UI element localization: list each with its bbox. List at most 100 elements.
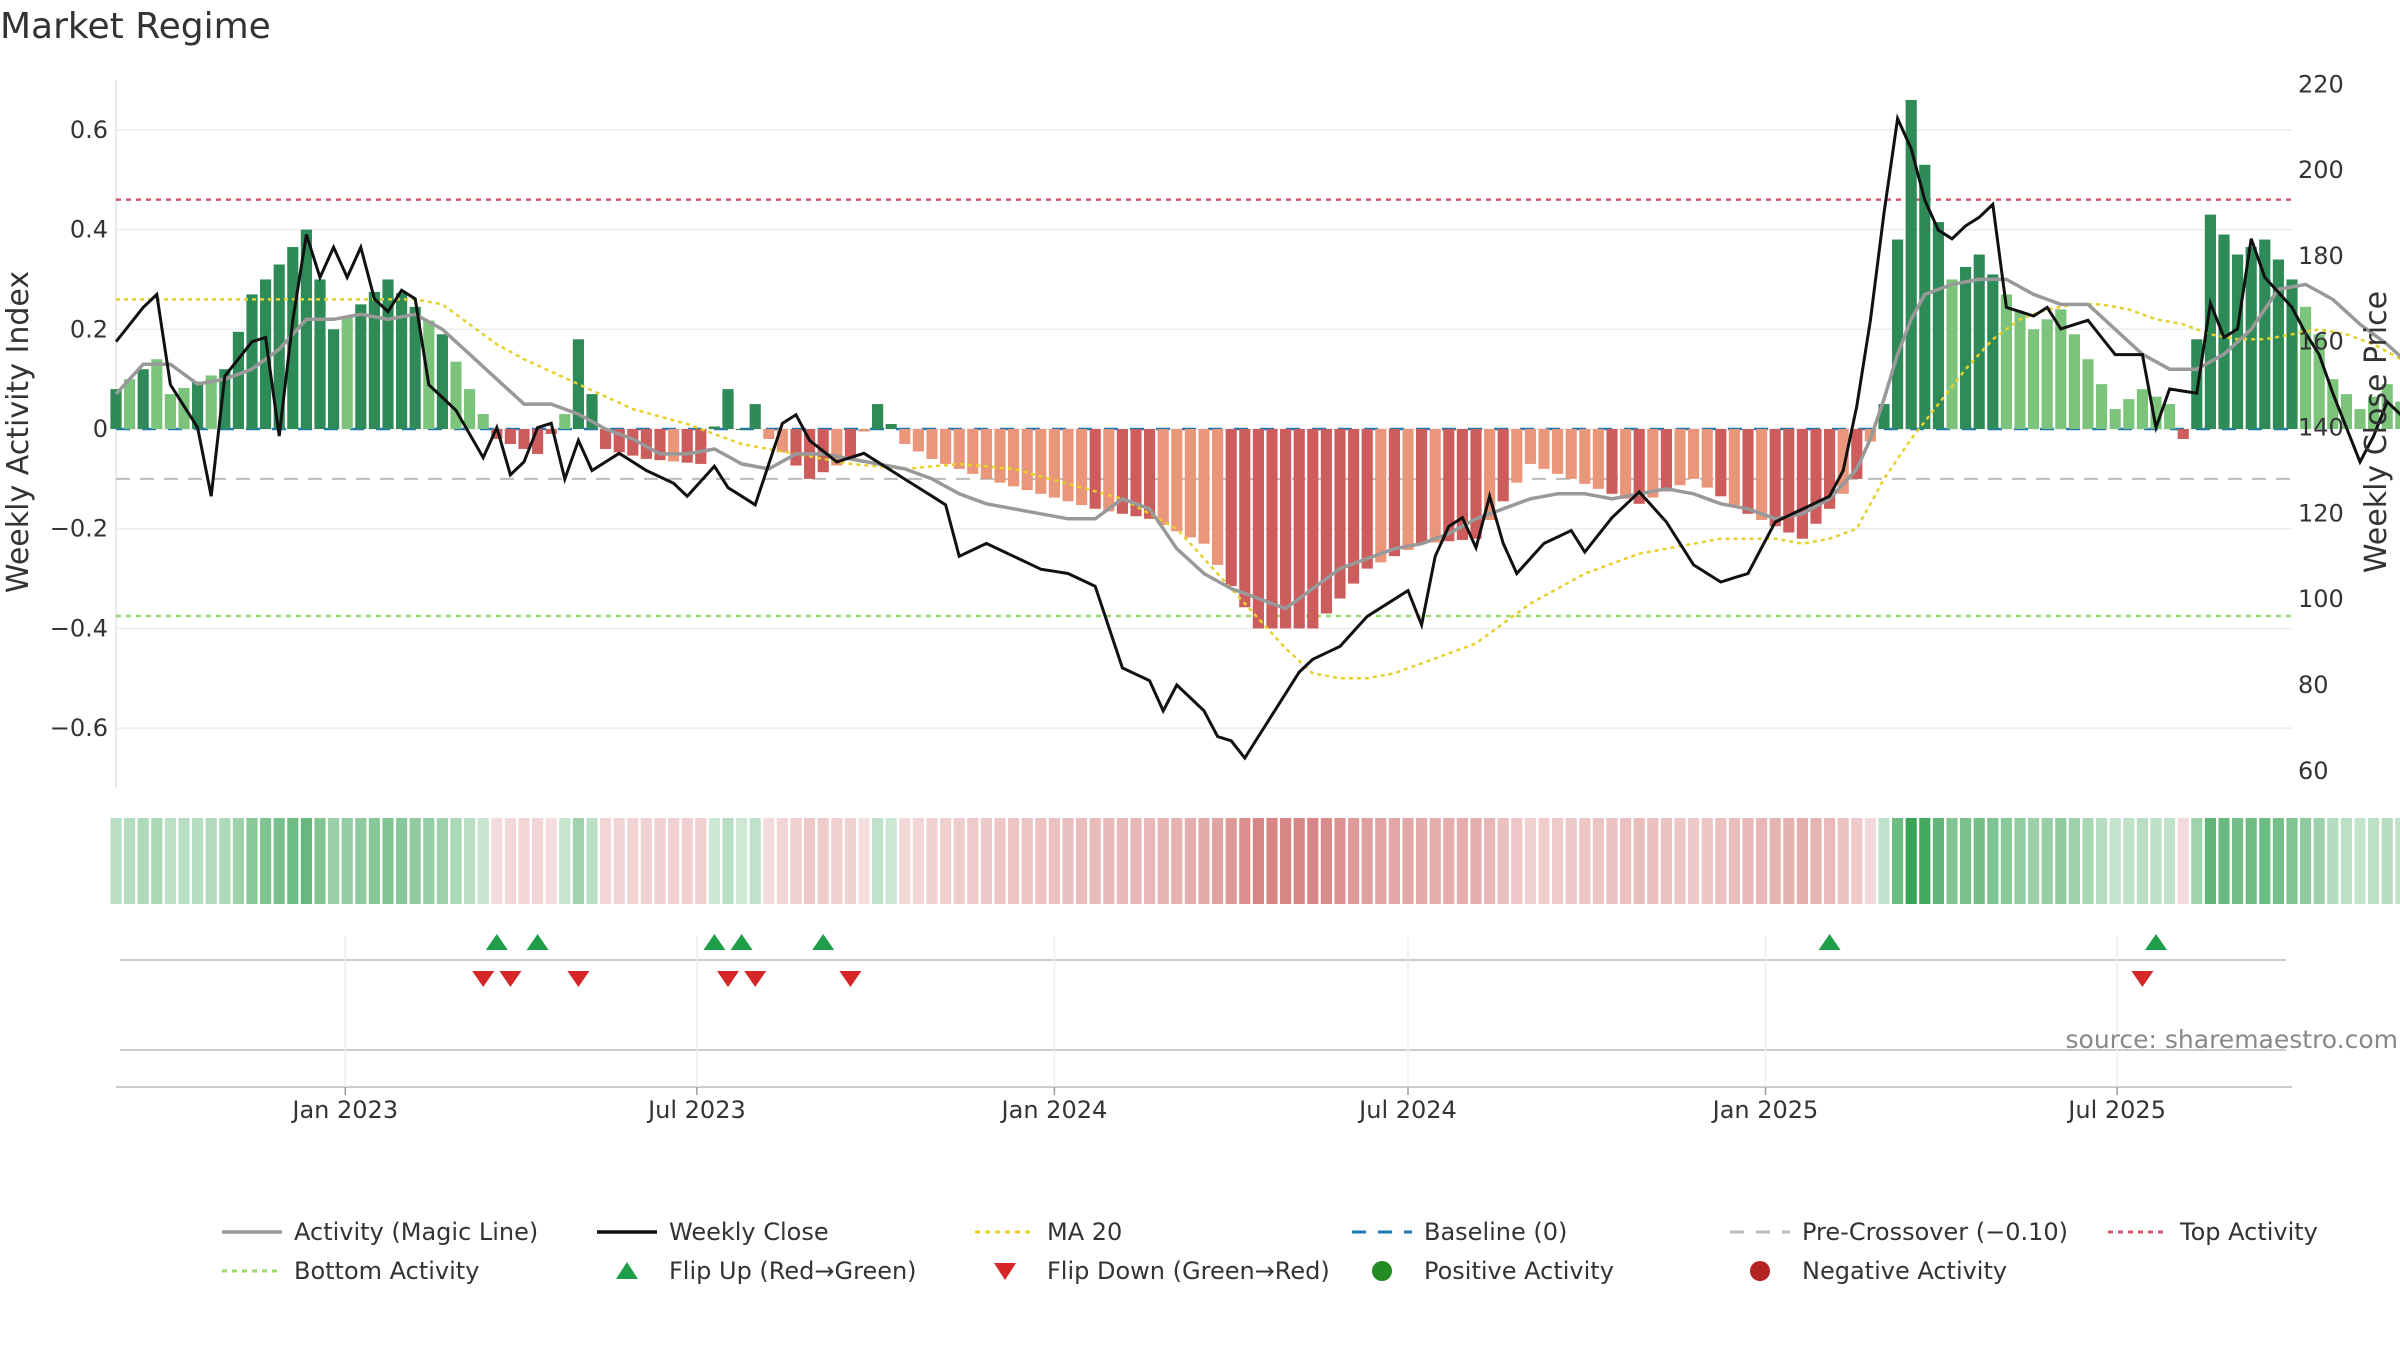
activity-bar bbox=[844, 429, 856, 459]
activity-bar bbox=[396, 293, 408, 430]
activity-bar bbox=[1973, 254, 1985, 430]
legend-item: Negative Activity bbox=[1750, 1257, 2007, 1285]
regime-strip-cell bbox=[1048, 818, 1060, 904]
regime-strip-cell bbox=[1864, 818, 1876, 904]
regime-strip-cell bbox=[804, 818, 816, 904]
activity-bar bbox=[1443, 429, 1455, 542]
regime-strip-cell bbox=[341, 818, 353, 904]
activity-bar bbox=[382, 279, 394, 430]
x-tick-label: Jul 2024 bbox=[1357, 1096, 1457, 1124]
regime-strip-cell bbox=[1184, 818, 1196, 904]
regime-strip-cell bbox=[1851, 818, 1863, 904]
activity-bar bbox=[260, 279, 272, 430]
x-tick-label: Jan 2023 bbox=[290, 1096, 398, 1124]
regime-strip-cell bbox=[586, 818, 598, 904]
regime-strip-cell bbox=[1212, 818, 1224, 904]
activity-bar bbox=[681, 429, 693, 463]
regime-strip-cell bbox=[164, 818, 176, 904]
activity-bar bbox=[1647, 429, 1659, 498]
activity-bar bbox=[2354, 409, 2366, 430]
x-tick-label: Jan 2024 bbox=[1000, 1096, 1108, 1124]
regime-strip-cell bbox=[695, 818, 707, 904]
regime-strip-cell bbox=[491, 818, 503, 904]
regime-strip-cell bbox=[776, 818, 788, 904]
regime-strip-cell bbox=[1375, 818, 1387, 904]
activity-bar bbox=[1484, 429, 1496, 521]
activity-bar bbox=[1252, 429, 1264, 629]
right-tick-label: 180 bbox=[2298, 242, 2344, 270]
activity-bar bbox=[1606, 429, 1618, 494]
regime-strip-cell bbox=[2218, 818, 2230, 904]
flip-down-marker bbox=[2131, 971, 2154, 987]
regime-strip-cell bbox=[436, 818, 448, 904]
regime-strip-cell bbox=[1470, 818, 1482, 904]
regime-strip-cell bbox=[1701, 818, 1713, 904]
regime-strip-cell bbox=[287, 818, 299, 904]
activity-bar bbox=[926, 429, 938, 459]
regime-strip-cell bbox=[1592, 818, 1604, 904]
activity-bar bbox=[1728, 429, 1740, 506]
legend-label: Baseline (0) bbox=[1424, 1218, 1567, 1246]
activity-bar bbox=[1783, 429, 1795, 533]
regime-strip-cell bbox=[2313, 818, 2325, 904]
activity-bar bbox=[1565, 429, 1577, 479]
activity-bar bbox=[532, 429, 544, 454]
activity-bar bbox=[2068, 334, 2080, 430]
activity-bar bbox=[1511, 429, 1523, 483]
activity-bar bbox=[1742, 429, 1754, 514]
activity-bar bbox=[1035, 429, 1047, 494]
regime-strip-cell bbox=[844, 818, 856, 904]
flip-up-marker bbox=[812, 934, 835, 950]
regime-strip-cell bbox=[1769, 818, 1781, 904]
regime-strip-cell bbox=[1688, 818, 1700, 904]
regime-strip-cell bbox=[110, 818, 122, 904]
flip-down-marker bbox=[839, 971, 862, 987]
regime-strip-cell bbox=[1606, 818, 1618, 904]
regime-strip-cell bbox=[1987, 818, 1999, 904]
activity-bar bbox=[1388, 429, 1400, 557]
flip-markers-panel bbox=[116, 934, 2292, 1088]
right-tick-label: 60 bbox=[2298, 757, 2329, 785]
regime-strip-cell bbox=[1932, 818, 1944, 904]
regime-strip-cell bbox=[1524, 818, 1536, 904]
left-tick-label: −0.6 bbox=[50, 714, 108, 742]
activity-bar bbox=[409, 306, 421, 430]
activity-bar bbox=[1810, 429, 1822, 524]
regime-strip-cell bbox=[1280, 818, 1292, 904]
regime-strip-cell bbox=[2191, 818, 2203, 904]
activity-bar bbox=[2136, 389, 2148, 430]
legend: Activity (Magic Line) Weekly Close MA 20 Ba… bbox=[222, 1218, 2318, 1285]
activity-bar bbox=[2000, 294, 2012, 430]
regime-strip-cell bbox=[504, 818, 516, 904]
activity-bar bbox=[246, 294, 258, 430]
activity-bar bbox=[518, 429, 530, 449]
regime-strip-cell bbox=[1429, 818, 1441, 904]
regime-strip-cell bbox=[1103, 818, 1115, 904]
regime-strip-cell bbox=[817, 818, 829, 904]
activity-bar bbox=[1239, 429, 1251, 608]
activity-bar bbox=[2055, 309, 2067, 430]
regime-strip-cell bbox=[1035, 818, 1047, 904]
regime-strip-cell bbox=[668, 818, 680, 904]
right-tick-label: 160 bbox=[2298, 328, 2344, 356]
regime-strip-cell bbox=[790, 818, 802, 904]
activity-bar bbox=[2327, 379, 2339, 430]
regime-strip-cell bbox=[1579, 818, 1591, 904]
regime-strip-cell bbox=[260, 818, 272, 904]
regime-strip-cell bbox=[1307, 818, 1319, 904]
flip-down-marker bbox=[567, 971, 590, 987]
activity-bar bbox=[640, 429, 652, 459]
activity-bar bbox=[151, 359, 163, 430]
activity-bar bbox=[1905, 99, 1917, 430]
activity-bar bbox=[940, 429, 952, 464]
activity-bar bbox=[491, 429, 503, 439]
regime-strip-cell bbox=[450, 818, 462, 904]
activity-bar bbox=[1334, 429, 1346, 599]
regime-strip-cell bbox=[205, 818, 217, 904]
activity-bar bbox=[1688, 429, 1700, 479]
activity-bar bbox=[912, 429, 924, 452]
regime-strip-cell bbox=[1130, 818, 1142, 904]
activity-bar bbox=[1851, 429, 1863, 479]
activity-bar bbox=[1076, 429, 1088, 506]
activity-bar bbox=[450, 361, 462, 430]
